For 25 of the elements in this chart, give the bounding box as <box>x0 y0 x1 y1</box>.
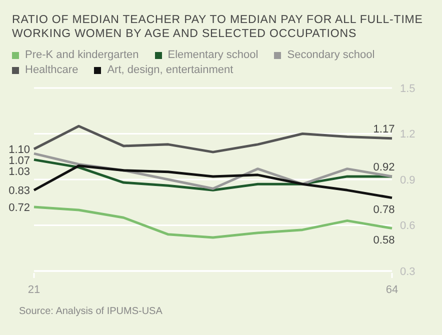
data-label: 0.72 <box>8 202 30 214</box>
data-label: 1.10 <box>8 144 30 156</box>
line-series <box>32 124 394 154</box>
data-label: 1.17 <box>373 123 395 136</box>
y-tick-label: 0.3 <box>400 266 416 278</box>
data-label: 1.03 <box>8 166 30 178</box>
y-tick-label: 0.9 <box>400 174 416 186</box>
legend-label: Elementary school <box>168 49 258 61</box>
x-tick-label: 64 <box>386 284 398 296</box>
legend-label: Secondary school <box>287 49 375 61</box>
y-tick-label: 1.2 <box>400 128 416 141</box>
y-tick-label: 1.5 <box>400 82 416 95</box>
data-label: 0.83 <box>8 185 30 198</box>
data-label: 0.58 <box>373 234 395 246</box>
line-series <box>32 164 394 200</box>
data-label: 1.07 <box>8 155 30 167</box>
legend-label: Healthcare <box>25 64 78 76</box>
data-label: 0.92 <box>373 161 395 174</box>
legend-label: Art, design, entertainment <box>107 64 234 76</box>
data-label: 0.78 <box>373 204 395 216</box>
source-note: Source: Analysis of IPUMS-USA <box>19 306 162 317</box>
chart-title: RATIO OF MEDIAN TEACHER PAY TO MEDIAN PAY FOR ALL FULL-TIME WORKING WOMEN BY AGE AND SELECTED OCCUPATIONS <box>11 13 424 41</box>
legend-label: Pre-K and kindergarten <box>25 49 139 61</box>
x-tick-label: 21 <box>28 284 40 296</box>
y-tick-label: 0.6 <box>400 220 416 232</box>
